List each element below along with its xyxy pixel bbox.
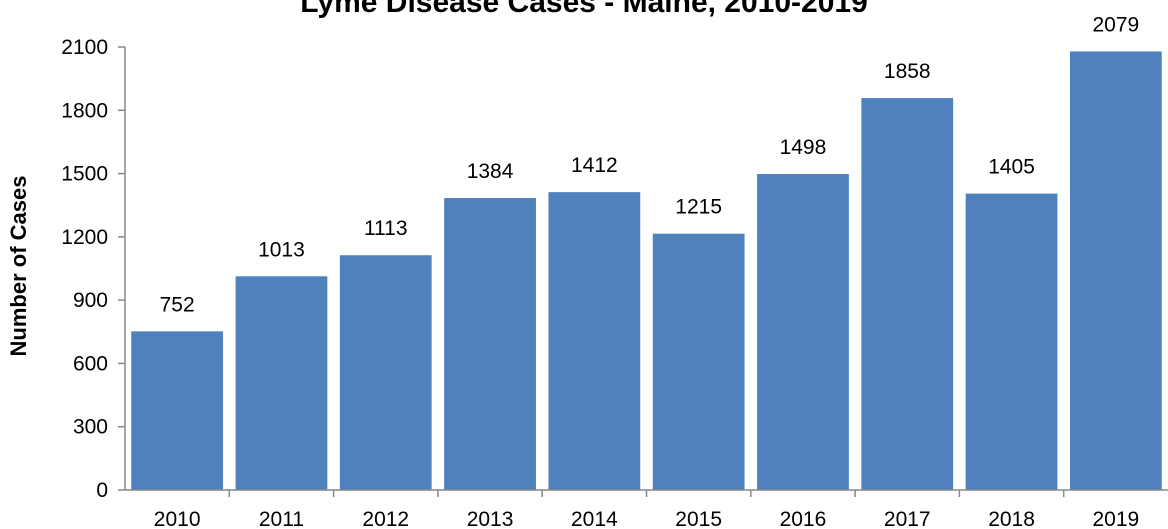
x-tick-label-2017: 2017 — [884, 508, 931, 529]
data-label-2013: 1384 — [467, 160, 514, 183]
bar-2016 — [757, 173, 849, 490]
bar-2011 — [235, 276, 328, 490]
y-tick-label: 600 — [73, 352, 108, 375]
x-tick-label-2018: 2018 — [988, 508, 1035, 529]
bar-2014 — [548, 192, 641, 490]
bar-data-labels: 752 1013 1113 1384 1412 1215 1498 1858 1405 2079 — [160, 13, 1140, 316]
y-tick-label: 300 — [73, 416, 108, 439]
x-axis-ticks: 2010 2011 2012 2013 2014 2015 2016 2017 2018 2019 — [154, 490, 1139, 529]
y-axis-label: Number of Cases — [6, 176, 31, 357]
x-tick-label-2011: 2011 — [259, 508, 304, 529]
bar-2010 — [131, 331, 224, 490]
y-tick-label: 0 — [96, 479, 108, 502]
data-label-2011: 1013 — [258, 238, 305, 261]
chart-title: Lyme Disease Cases - Maine, 2010-2019 — [300, 0, 868, 19]
y-tick-label: 1800 — [61, 99, 108, 122]
bars — [131, 51, 1162, 491]
bar-2013 — [444, 198, 536, 490]
bar-2017 — [861, 98, 954, 490]
data-label-2015: 1215 — [675, 196, 722, 219]
y-tick-label: 1500 — [61, 163, 108, 186]
y-tick-label: 2100 — [61, 36, 108, 59]
x-tick-label-2014: 2014 — [571, 508, 618, 529]
data-label-2010: 752 — [160, 293, 195, 316]
data-label-2017: 1858 — [884, 60, 931, 83]
x-tick-label-2016: 2016 — [780, 508, 827, 529]
bar-2012 — [339, 255, 432, 490]
x-tick-label-2012: 2012 — [362, 508, 409, 529]
data-label-2012: 1113 — [364, 217, 408, 240]
data-label-2019: 2079 — [1092, 13, 1139, 36]
data-label-2018: 1405 — [988, 156, 1035, 179]
data-label-2016: 1498 — [780, 136, 827, 159]
bar-2019 — [1069, 51, 1162, 491]
x-tick-label-2010: 2010 — [154, 508, 201, 529]
x-tick-label-2015: 2015 — [675, 508, 722, 529]
y-tick-label: 900 — [73, 289, 108, 312]
y-tick-label: 1200 — [61, 226, 108, 249]
data-label-2014: 1412 — [571, 154, 618, 177]
bar-2015 — [652, 233, 745, 490]
x-tick-label-2013: 2013 — [467, 508, 514, 529]
bar-2018 — [965, 193, 1058, 490]
x-tick-label-2019: 2019 — [1092, 508, 1139, 529]
y-axis-ticks: 0 300 600 900 1200 1500 1800 2100 — [61, 36, 125, 502]
